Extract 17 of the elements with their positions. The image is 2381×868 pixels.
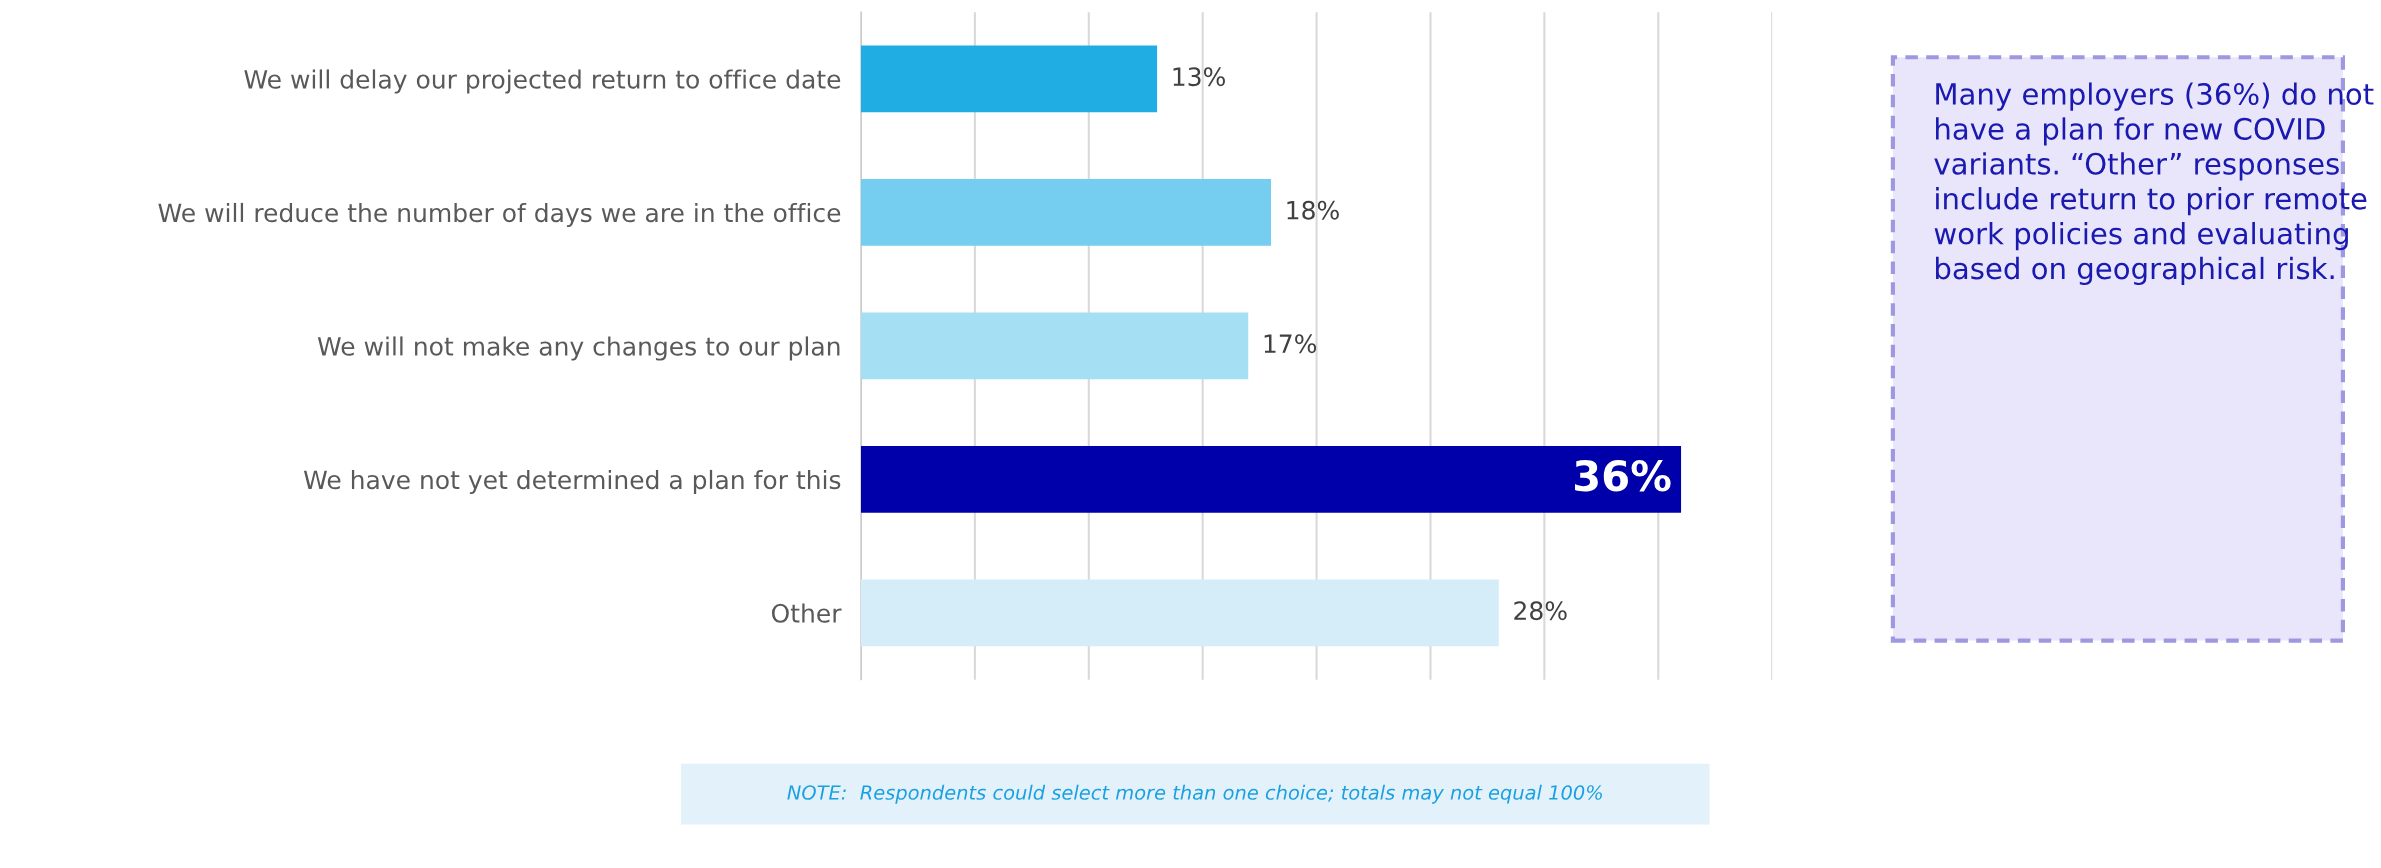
y-tick-label: We have not yet determined a plan for this xyxy=(303,469,841,495)
data-label: 13% xyxy=(1173,67,1225,87)
bar xyxy=(860,312,1249,380)
data-label: 28% xyxy=(1514,601,1567,621)
y-tick-label: Other xyxy=(771,603,842,623)
data-label: 17% xyxy=(1264,334,1317,354)
bar xyxy=(860,45,1158,113)
text: NOTE: Respondents could select more than one choice; totals may not equal 100% xyxy=(787,784,1602,804)
y-tick-label: We will not make any changes to our plan xyxy=(317,336,840,361)
bar xyxy=(860,179,1272,246)
bar xyxy=(860,579,1499,647)
y-tick-label: We will delay our projected return to office date xyxy=(244,69,841,94)
data-label: 36% xyxy=(1575,459,1671,492)
text: Many employers (36%) do not have a plan for new COVID variants. “Other” responses include return to prior remote work policies and evaluating based on geographical risk. xyxy=(1934,82,2374,286)
bar xyxy=(860,446,1682,513)
y-tick-label: We will reduce the number of days we are in the office xyxy=(158,202,841,228)
data-label: 18% xyxy=(1287,200,1339,220)
